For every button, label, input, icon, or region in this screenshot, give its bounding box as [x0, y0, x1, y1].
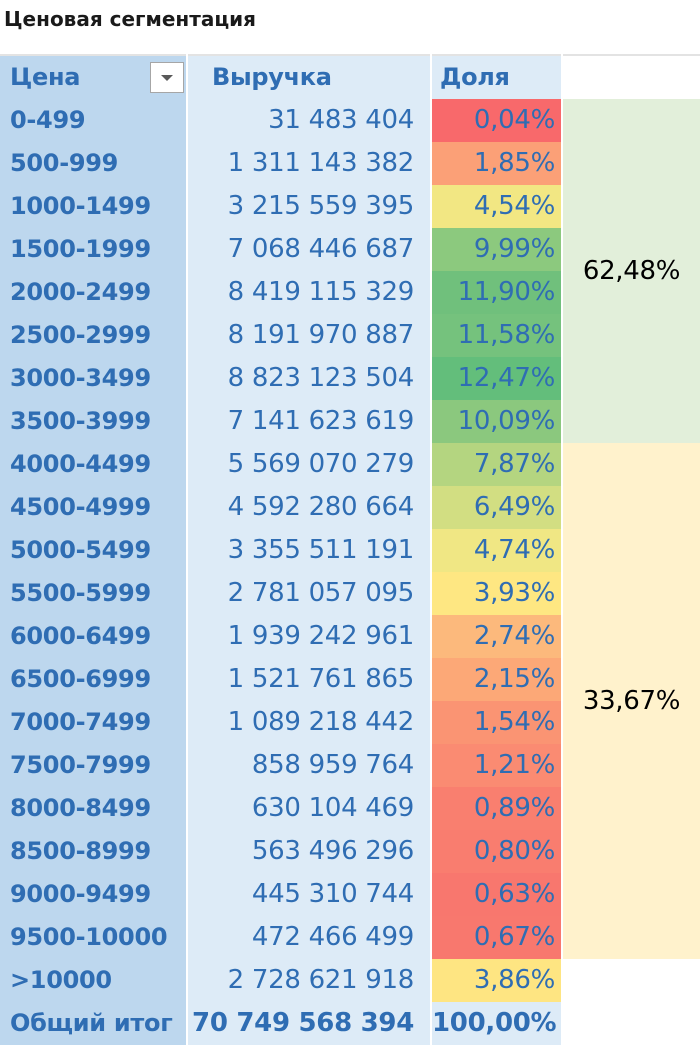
- revenue-cell[interactable]: 3 215 559 395: [188, 185, 430, 228]
- dropdown-arrow-icon: [161, 74, 173, 81]
- revenue-cell[interactable]: 1 521 761 865: [188, 658, 430, 701]
- share-cell[interactable]: 0,89%: [432, 787, 561, 830]
- share-cell[interactable]: 10,09%: [432, 400, 561, 443]
- header-price-label: Цена: [10, 63, 81, 91]
- price-cell[interactable]: 2000-2499: [0, 271, 188, 314]
- share-cell[interactable]: 9,99%: [432, 228, 561, 271]
- share-cell[interactable]: 0,67%: [432, 916, 561, 959]
- revenue-cell[interactable]: 1 311 143 382: [188, 142, 430, 185]
- price-cell[interactable]: 7000-7499: [0, 701, 188, 744]
- top-gridline: [0, 54, 700, 56]
- share-cell[interactable]: 3,93%: [432, 572, 561, 615]
- price-cell[interactable]: 4500-4999: [0, 486, 188, 529]
- group-share-2[interactable]: 33,67%: [563, 443, 700, 959]
- price-cell[interactable]: 3500-3999: [0, 400, 188, 443]
- revenue-cell[interactable]: 7 068 446 687: [188, 228, 430, 271]
- share-cell[interactable]: 12,47%: [432, 357, 561, 400]
- price-cell[interactable]: 500-999: [0, 142, 188, 185]
- group-share-value: 33,67%: [582, 686, 681, 716]
- share-cell[interactable]: 7,87%: [432, 443, 561, 486]
- price-cell[interactable]: >10000: [0, 959, 188, 1002]
- pivot-table: Цена Выручка Доля 0-499 31 483 404 0,04% 50…: [0, 54, 700, 1047]
- share-cell[interactable]: 3,86%: [432, 959, 561, 1002]
- total-revenue[interactable]: 70 749 568 394: [188, 1002, 430, 1045]
- price-cell[interactable]: 1500-1999: [0, 228, 188, 271]
- revenue-cell[interactable]: 1 939 242 961: [188, 615, 430, 658]
- price-cell[interactable]: 5500-5999: [0, 572, 188, 615]
- revenue-cell[interactable]: 1 089 218 442: [188, 701, 430, 744]
- price-cell[interactable]: 4000-4499: [0, 443, 188, 486]
- revenue-cell[interactable]: 8 419 115 329: [188, 271, 430, 314]
- share-cell[interactable]: 2,74%: [432, 615, 561, 658]
- price-cell[interactable]: 9500-10000: [0, 916, 188, 959]
- price-cell[interactable]: 9000-9499: [0, 873, 188, 916]
- share-cell[interactable]: 1,85%: [432, 142, 561, 185]
- share-cell[interactable]: 2,15%: [432, 658, 561, 701]
- column-separator: [186, 54, 188, 1045]
- revenue-cell[interactable]: 3 355 511 191: [188, 529, 430, 572]
- share-cell[interactable]: 6,49%: [432, 486, 561, 529]
- share-cell[interactable]: 0,04%: [432, 99, 561, 142]
- revenue-cell[interactable]: 445 310 744: [188, 873, 430, 916]
- revenue-cell[interactable]: 2 781 057 095: [188, 572, 430, 615]
- sheet-title: Ценовая сегментация: [4, 7, 257, 31]
- revenue-cell[interactable]: 5 569 070 279: [188, 443, 430, 486]
- revenue-cell[interactable]: 7 141 623 619: [188, 400, 430, 443]
- price-cell[interactable]: 8000-8499: [0, 787, 188, 830]
- revenue-cell[interactable]: 4 592 280 664: [188, 486, 430, 529]
- total-share[interactable]: 100,00%: [432, 1002, 561, 1045]
- total-label[interactable]: Общий итог: [0, 1002, 188, 1045]
- revenue-cell[interactable]: 8 191 970 887: [188, 314, 430, 357]
- share-cell[interactable]: 1,54%: [432, 701, 561, 744]
- revenue-cell[interactable]: 31 483 404: [188, 99, 430, 142]
- header-revenue[interactable]: Выручка: [188, 56, 430, 99]
- share-cell[interactable]: 11,90%: [432, 271, 561, 314]
- header-share[interactable]: Доля: [432, 56, 561, 99]
- price-cell[interactable]: 3000-3499: [0, 357, 188, 400]
- share-cell[interactable]: 1,21%: [432, 744, 561, 787]
- group-share-1[interactable]: 62,48%: [563, 99, 700, 443]
- price-cell[interactable]: 1000-1499: [0, 185, 188, 228]
- price-cell[interactable]: 6500-6999: [0, 658, 188, 701]
- price-cell[interactable]: 7500-7999: [0, 744, 188, 787]
- group-share-value: 62,48%: [582, 256, 681, 286]
- column-separator: [561, 54, 563, 1045]
- price-cell[interactable]: 0-499: [0, 99, 188, 142]
- revenue-cell[interactable]: 2 728 621 918: [188, 959, 430, 1002]
- share-cell[interactable]: 4,74%: [432, 529, 561, 572]
- price-cell[interactable]: 5000-5499: [0, 529, 188, 572]
- revenue-cell[interactable]: 8 823 123 504: [188, 357, 430, 400]
- revenue-cell[interactable]: 858 959 764: [188, 744, 430, 787]
- revenue-cell[interactable]: 630 104 469: [188, 787, 430, 830]
- price-cell[interactable]: 6000-6499: [0, 615, 188, 658]
- share-cell[interactable]: 4,54%: [432, 185, 561, 228]
- price-cell[interactable]: 8500-8999: [0, 830, 188, 873]
- share-cell[interactable]: 0,80%: [432, 830, 561, 873]
- share-cell[interactable]: 11,58%: [432, 314, 561, 357]
- price-cell[interactable]: 2500-2999: [0, 314, 188, 357]
- share-cell[interactable]: 0,63%: [432, 873, 561, 916]
- column-separator: [430, 54, 432, 1045]
- revenue-cell[interactable]: 563 496 296: [188, 830, 430, 873]
- revenue-cell[interactable]: 472 466 499: [188, 916, 430, 959]
- price-filter-button[interactable]: [150, 62, 184, 93]
